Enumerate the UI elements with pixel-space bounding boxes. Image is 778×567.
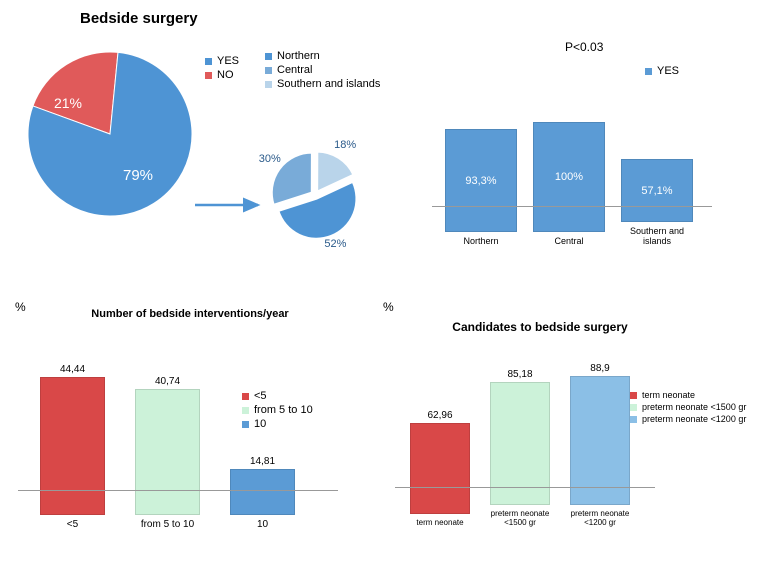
- bar-value-label: 57,1%: [641, 185, 672, 197]
- legend-label-yes2: YES: [657, 65, 679, 77]
- bar-category-label: Central: [530, 236, 608, 246]
- candidates-legend: term neonate preterm neonate <1500 gr pret…: [630, 390, 746, 426]
- arrow-icon: [193, 190, 273, 220]
- bar-category-label: 10: [257, 519, 268, 530]
- legend-label: preterm neonate <1200 gr: [642, 414, 746, 424]
- interventions-ylabel: %: [15, 300, 26, 314]
- bar-value-label: 14,81: [250, 456, 275, 467]
- bar-value-label: 44,44: [60, 364, 85, 375]
- legend-label: term neonate: [642, 390, 695, 400]
- svg-text:52%: 52%: [324, 238, 346, 250]
- bar-category-label: term neonate: [409, 518, 471, 527]
- bar: [410, 423, 470, 514]
- bar-group: 44,44 <5: [40, 364, 105, 530]
- bar: 57,1%: [621, 159, 693, 222]
- bar-group: 88,9 preterm neonate <1200 gr: [569, 363, 631, 527]
- candidates-title: Candidates to bedside surgery: [430, 320, 650, 334]
- svg-text:30%: 30%: [259, 153, 281, 165]
- bar-value-label: 93,3%: [465, 175, 496, 187]
- bar: [230, 469, 295, 515]
- bar-category-label: preterm neonate <1200 gr: [569, 509, 631, 527]
- p-value-text: P<0.03: [565, 40, 603, 54]
- candidates-ylabel: %: [383, 300, 394, 314]
- legend-item: term neonate: [630, 390, 746, 400]
- bar-group: 14,81 10: [230, 456, 295, 530]
- region-bar-legend: YES: [645, 65, 679, 79]
- interventions-baseline: [18, 490, 338, 491]
- bar-category-label: preterm neonate <1500 gr: [489, 509, 551, 527]
- pie-region: 52% 30% 18%: [10, 10, 410, 270]
- legend-item: preterm neonate <1200 gr: [630, 414, 746, 424]
- bar-value-label: 62,96: [427, 410, 452, 421]
- candidates-baseline: [395, 487, 655, 488]
- region-bar-chart: 93,3% Northern 100% Central 57,1% Southern an…: [437, 96, 701, 246]
- bar-value-label: 88,9: [590, 363, 609, 374]
- swatch-yes2: [645, 68, 652, 75]
- legend-label: preterm neonate <1500 gr: [642, 402, 746, 412]
- bar: [40, 377, 105, 515]
- bar-group: 85,18 preterm neonate <1500 gr: [489, 369, 551, 528]
- interventions-title: Number of bedside interventions/year: [65, 308, 315, 320]
- bar: [135, 389, 200, 515]
- bar-group: 62,96 term neonate: [409, 410, 471, 527]
- bar-value-label: 85,18: [507, 369, 532, 380]
- svg-text:18%: 18%: [334, 139, 356, 151]
- bar-category-label: Northern: [442, 236, 520, 246]
- bar-value-label: 40,74: [155, 376, 180, 387]
- region-bar-baseline: [432, 206, 712, 207]
- interventions-chart: 44,44 <5 40,74 from 5 to 10 14,81 10: [25, 335, 310, 530]
- bar: 93,3%: [445, 129, 517, 232]
- bar-category-label: <5: [67, 519, 78, 530]
- bar-value-label: 100%: [555, 171, 583, 183]
- page: Bedside surgery 21%79% YES NO NorthernCe…: [10, 10, 768, 557]
- legend-item: preterm neonate <1500 gr: [630, 402, 746, 412]
- bar-group: 100% Central: [530, 122, 608, 246]
- bar-group: 40,74 from 5 to 10: [135, 376, 200, 530]
- candidates-chart: 62,96 term neonate 85,18 preterm neonate <1…: [400, 342, 640, 527]
- legend-item-yes2: YES: [645, 65, 679, 77]
- bar-group: 57,1% Southern and islands: [618, 159, 696, 246]
- bar: [570, 376, 630, 505]
- bar: 100%: [533, 122, 605, 232]
- bar-category-label: Southern and islands: [618, 226, 696, 246]
- bar-group: 93,3% Northern: [442, 129, 520, 246]
- bar-category-label: from 5 to 10: [141, 519, 194, 530]
